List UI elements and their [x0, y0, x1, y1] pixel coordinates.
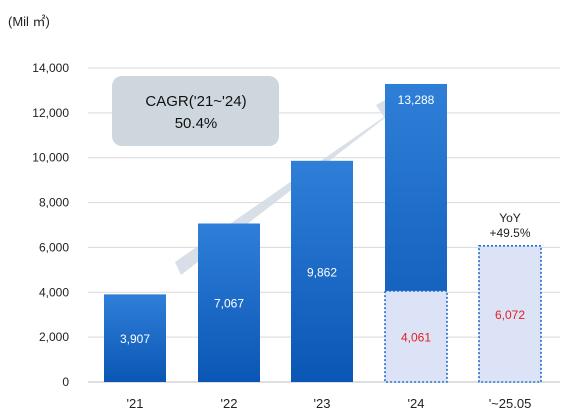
partial-label: 4,061 [401, 330, 431, 344]
y-tick-label: 14,000 [32, 61, 69, 75]
yoy-value: +49.5% [489, 226, 530, 240]
yoy-label: YoY [499, 211, 521, 225]
y-tick-label: 4,000 [39, 285, 69, 299]
data-label: 6,072 [495, 308, 525, 322]
cagr-label: CAGR('21~'24) [145, 93, 246, 110]
y-tick-label: 12,000 [32, 106, 69, 120]
x-tick-label: '~25.05 [489, 396, 532, 411]
y-tick-label: 0 [62, 375, 69, 389]
bars [104, 83, 542, 383]
growth-arrow: CAGR('21~'24) 50.4% [112, 76, 411, 275]
bar [291, 160, 353, 382]
y-tick-label: 10,000 [32, 151, 69, 165]
bar-ytd [478, 245, 542, 383]
data-label: 3,907 [120, 332, 150, 346]
labels: 0 2,000 4,000 6,000 8,000 10,000 12,000 14,000 3… [32, 61, 531, 411]
cagr-value: 50.4% [175, 115, 218, 132]
bar-partial-segment [384, 290, 448, 383]
x-tick-label: '21 [127, 396, 144, 411]
y-tick-label: 8,000 [39, 196, 69, 210]
cagr-box [112, 76, 279, 146]
x-tick-label: '22 [221, 396, 238, 411]
data-label: 9,862 [307, 265, 337, 279]
data-label: 7,067 [214, 297, 244, 311]
y-tick-label: 2,000 [39, 330, 69, 344]
y-tick-label: 6,000 [39, 240, 69, 254]
data-label: 13,288 [398, 93, 435, 107]
bar [104, 294, 166, 382]
bar [198, 223, 260, 382]
unit-label: (Mil ㎡) [8, 14, 50, 29]
x-tick-label: '24 [408, 396, 425, 411]
x-tick-label: '23 [314, 396, 331, 411]
